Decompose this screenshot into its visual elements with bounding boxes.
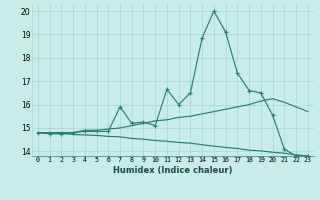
X-axis label: Humidex (Indice chaleur): Humidex (Indice chaleur) [113,166,233,175]
